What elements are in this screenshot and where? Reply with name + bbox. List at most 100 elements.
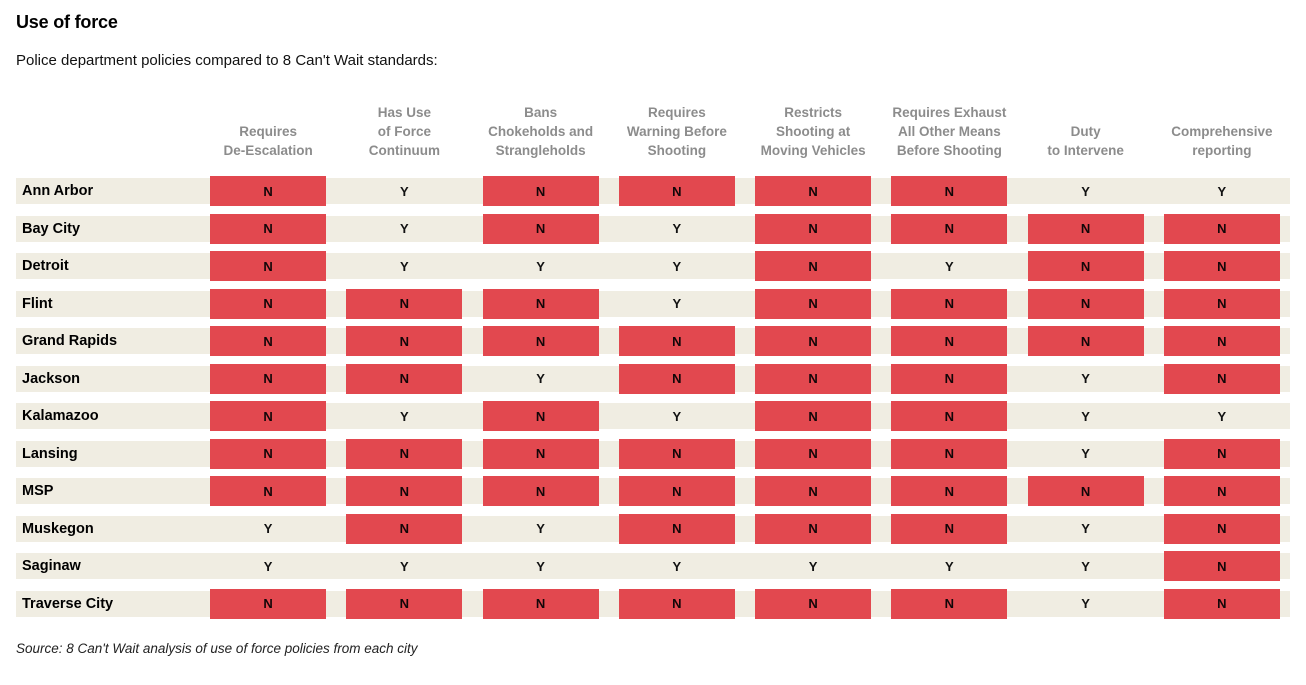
cell-yes: Y [609, 289, 745, 319]
yes-value: Y [945, 258, 954, 274]
no-highlight-pill: N [755, 438, 872, 469]
city-label: Traverse City [22, 595, 114, 612]
no-highlight-pill: N [755, 363, 872, 394]
cell-no: N [609, 588, 745, 619]
table-row: Muskegon Y N Y N N N Y N [16, 513, 1290, 544]
city-label: Grand Rapids [22, 333, 118, 349]
column-header-warning-before-shooting: Requires Warning Before Shooting [626, 105, 727, 158]
cell-no: N [1154, 213, 1290, 244]
no-highlight-pill: N [755, 288, 872, 319]
table-row: Flint N N N Y N N N N [16, 288, 1290, 319]
cell-no: N [336, 476, 472, 506]
yes-value: Y [536, 521, 545, 536]
cell-no: N [609, 326, 745, 356]
cell-no: N [1154, 551, 1290, 581]
cell-yes: Y [336, 251, 472, 281]
table-row: Detroit N Y Y Y N Y N N [16, 251, 1290, 281]
cell-no: N [1018, 251, 1154, 281]
cell-yes: Y [609, 214, 745, 244]
column-header-comprehensive-reporting: Comprehensive reporting [1171, 124, 1273, 158]
cell-yes: Y [336, 401, 472, 431]
cell-no: N [1154, 251, 1290, 281]
no-highlight-pill: N [346, 476, 463, 506]
yes-value: Y [263, 558, 273, 574]
cell-no: N [881, 401, 1017, 431]
yes-value: Y [1081, 408, 1090, 424]
no-highlight-pill: N [482, 288, 599, 319]
no-highlight-pill: N [891, 326, 1008, 356]
yes-value: Y [672, 558, 682, 574]
cell-no: N [200, 588, 336, 619]
no-highlight-pill: N [210, 588, 327, 619]
cell-yes: Y [1018, 589, 1154, 619]
cell-no: N [336, 326, 472, 356]
cell-no: N [200, 438, 336, 469]
column-header-restricts-shooting-moving-vehicles: Restricts Shooting at Moving Vehicles [760, 105, 866, 158]
yes-value: Y [672, 296, 682, 311]
table-row: Grand Rapids N N N N N N N N [16, 326, 1290, 356]
cell-no: N [1018, 288, 1154, 319]
cell-no: N [200, 476, 336, 506]
yes-value: Y [1081, 596, 1090, 611]
cell-no: N [473, 476, 609, 506]
city-label: Jackson [22, 370, 81, 387]
use-of-force-infographic: Use of force Police department policies … [16, 12, 1290, 656]
cell-no: N [1154, 288, 1290, 319]
column-header-use-of-force-continuum: Has Use of Force Continuum [368, 105, 440, 158]
cell-no: N [1154, 326, 1290, 356]
cell-no: N [745, 176, 881, 206]
chart-subtitle: Police department policies compared to 8… [16, 52, 438, 69]
no-highlight-pill: N [1163, 476, 1280, 506]
cell-no: N [881, 363, 1017, 394]
no-highlight-pill: N [482, 588, 599, 619]
no-highlight-pill: N [755, 251, 872, 281]
cell-yes: Y [609, 251, 745, 281]
yes-value: Y [672, 258, 682, 274]
cell-no: N [609, 176, 745, 206]
yes-value: Y [672, 408, 682, 424]
no-highlight-pill: N [1027, 326, 1144, 356]
no-highlight-pill: N [891, 363, 1008, 394]
cell-no: N [609, 513, 745, 544]
cell-no: N [609, 476, 745, 506]
no-highlight-pill: N [1027, 288, 1144, 319]
no-highlight-pill: N [891, 513, 1008, 544]
yes-value: Y [1081, 446, 1090, 461]
cell-yes: Y [1018, 439, 1154, 469]
no-highlight-pill: N [482, 326, 599, 356]
no-highlight-pill: N [891, 438, 1008, 469]
no-highlight-pill: N [891, 476, 1008, 506]
yes-value: Y [400, 408, 409, 424]
cell-no: N [200, 251, 336, 281]
no-highlight-pill: N [618, 176, 735, 206]
cell-yes: Y [473, 551, 609, 581]
no-highlight-pill: N [618, 476, 735, 506]
cell-no: N [336, 288, 472, 319]
cell-no: N [881, 213, 1017, 244]
cell-no: N [200, 401, 336, 431]
cell-yes: Y [473, 364, 609, 394]
yes-value: Y [400, 558, 409, 574]
yes-value: Y [536, 558, 545, 574]
table-row: Ann Arbor N Y N N N N Y Y [16, 176, 1290, 206]
no-highlight-pill: N [755, 213, 872, 244]
no-highlight-pill: N [210, 213, 327, 244]
yes-value: Y [1081, 183, 1090, 199]
cell-yes: Y [473, 251, 609, 281]
cell-no: N [473, 438, 609, 469]
yes-value: Y [1217, 408, 1227, 424]
cell-yes: Y [1154, 176, 1290, 206]
no-highlight-pill: N [755, 513, 872, 544]
no-highlight-pill: N [346, 288, 463, 319]
city-label: Bay City [22, 220, 81, 237]
no-highlight-pill: N [482, 213, 599, 244]
cell-no: N [881, 438, 1017, 469]
cell-yes: Y [336, 176, 472, 206]
no-highlight-pill: N [346, 326, 463, 356]
city-label: Lansing [22, 445, 78, 462]
no-highlight-pill: N [346, 513, 463, 544]
cell-no: N [745, 588, 881, 619]
cell-no: N [745, 213, 881, 244]
cell-no: N [745, 326, 881, 356]
yes-value: Y [400, 258, 409, 274]
